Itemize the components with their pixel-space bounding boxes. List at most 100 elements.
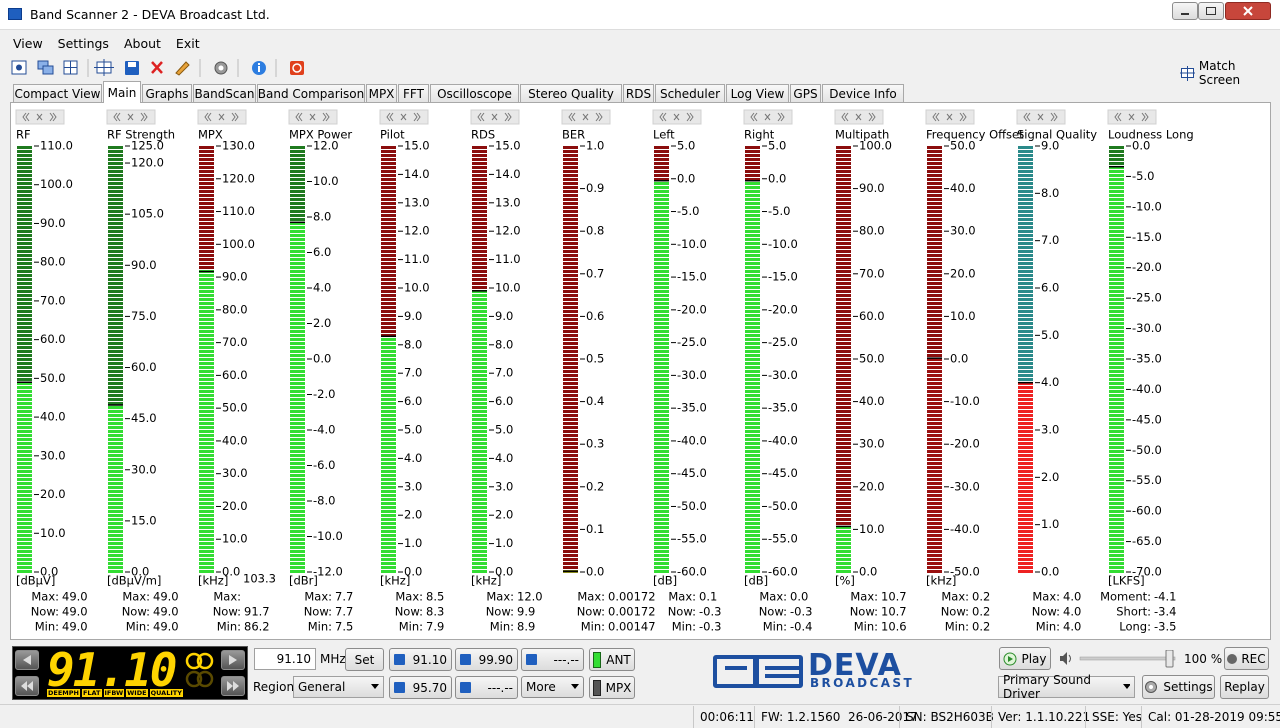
meter-segment (17, 414, 32, 417)
menu-item[interactable]: About (123, 35, 161, 51)
meter-segment (1018, 526, 1033, 529)
meter-segment (472, 318, 487, 321)
sound-device-select[interactable]: Primary Sound Driver (998, 673, 1135, 701)
preset-button[interactable]: 99.90 (455, 648, 518, 671)
meter-segment (199, 558, 214, 561)
meter-segment (381, 518, 396, 521)
frequency-unit: MHz (320, 652, 346, 666)
meter-segment (108, 214, 123, 217)
minimize-button[interactable] (1172, 2, 1198, 20)
meter-segment (472, 394, 487, 397)
match-screen-button[interactable]: Match Screen (1180, 59, 1280, 87)
meter-segment (108, 414, 123, 417)
more-select[interactable]: More (521, 676, 584, 698)
meter-segment (563, 378, 578, 381)
tab[interactable]: Compact View (13, 84, 102, 103)
preset-button[interactable]: ---.-- (455, 676, 518, 699)
frequency-input[interactable]: 91.10 (254, 648, 316, 670)
maximize-button[interactable] (1198, 2, 1224, 20)
tab[interactable]: BandScan (193, 84, 256, 103)
region-select[interactable]: General (293, 676, 384, 698)
meter-segment (654, 358, 669, 361)
set-button[interactable]: Set (345, 648, 384, 671)
meter-segment (17, 494, 32, 497)
stat-label: Max: (668, 590, 696, 604)
ant-button[interactable]: ANT (589, 648, 635, 671)
tab[interactable]: Device Info (822, 84, 904, 103)
meter-segment (108, 222, 123, 225)
preset-button[interactable]: 91.10 (389, 648, 452, 671)
replay-button[interactable]: Replay (1220, 675, 1269, 699)
meter-segment (108, 202, 123, 205)
meter-tick-label: 90.0 (131, 258, 157, 272)
menu-item[interactable]: View (13, 35, 43, 51)
meter-segment (1109, 478, 1124, 481)
mpx-button[interactable]: MPX (589, 676, 635, 699)
tab[interactable]: Scheduler (655, 84, 725, 103)
close-button[interactable] (1225, 2, 1271, 20)
meter-segment (108, 230, 123, 233)
meter-segment (108, 238, 123, 241)
tab[interactable]: Graphs (142, 84, 192, 103)
meter-segment (654, 250, 669, 253)
meter-segment (563, 334, 578, 337)
rec-button[interactable]: REC (1224, 647, 1269, 670)
tab[interactable]: Oscilloscope (430, 84, 519, 103)
meter-segment (1109, 214, 1124, 217)
meter-segment (1109, 398, 1124, 401)
menu-item[interactable]: Settings (57, 35, 109, 51)
meter-segment (199, 414, 214, 417)
meter-segment (745, 162, 760, 165)
menu-item[interactable]: Exit (175, 35, 200, 51)
meter-segment (290, 230, 305, 233)
meter-segment (836, 238, 851, 241)
toolbar-icons[interactable] (8, 58, 308, 78)
stat-label: Now: (395, 605, 423, 619)
meter-segment (290, 222, 305, 225)
meter-segment (836, 378, 851, 381)
tab[interactable]: Main (103, 81, 141, 103)
meter-segment (745, 554, 760, 557)
meter-segment (563, 418, 578, 421)
volume-slider[interactable] (1058, 650, 1178, 668)
meter-segment (1018, 550, 1033, 553)
meter-segment (1018, 270, 1033, 273)
tab[interactable]: Stereo Quality (520, 84, 622, 103)
meter-segment (927, 558, 942, 561)
tab[interactable]: Band Comparison (257, 84, 365, 103)
fast-up-button[interactable] (221, 676, 245, 696)
meter-segment (563, 530, 578, 533)
tab[interactable]: Log View (726, 84, 789, 103)
seek-up-button[interactable] (221, 650, 245, 670)
meter-segment (745, 526, 760, 529)
settings-button[interactable]: Settings (1142, 675, 1215, 699)
meter-segment (1018, 514, 1033, 517)
meter-segment (836, 282, 851, 285)
preset-button[interactable]: 95.70 (389, 676, 452, 699)
stat-label: Now: (941, 605, 969, 619)
tab[interactable]: GPS (790, 84, 821, 103)
meter-label: RDS (471, 128, 495, 142)
tab[interactable]: FFT (398, 84, 429, 103)
seek-down-button[interactable] (15, 650, 39, 670)
meter-segment (563, 162, 578, 165)
tab[interactable]: RDS (623, 84, 654, 103)
play-button[interactable]: Play (999, 647, 1051, 670)
preset-button[interactable]: ---.-- (521, 648, 584, 671)
tab[interactable]: MPX (366, 84, 397, 103)
stat-value: 0.1 (699, 590, 717, 604)
meter-segment (381, 286, 396, 289)
meter-segment (199, 334, 214, 337)
stat-value: 10.7 (881, 605, 907, 619)
meter-tick-label: 0.0 (40, 565, 58, 579)
meter-segment (199, 570, 214, 573)
fast-down-button[interactable] (15, 676, 39, 696)
meter-segment (1109, 374, 1124, 377)
meter-segment (381, 494, 396, 497)
meter-segment (1109, 430, 1124, 433)
meter-segment (290, 270, 305, 273)
meter-tick-label: -10.0 (950, 394, 980, 408)
meter-nav-arrows (750, 112, 785, 122)
meter-segment (654, 246, 669, 249)
meter-segment (17, 450, 32, 453)
